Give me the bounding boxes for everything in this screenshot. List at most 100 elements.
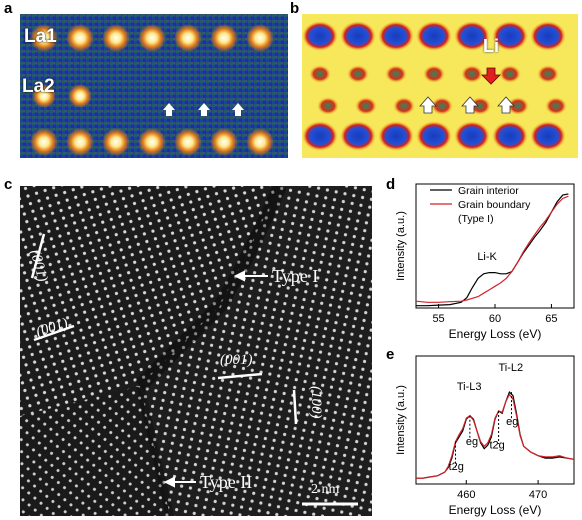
plane-label-center: (001) <box>220 352 253 368</box>
li-k-annotation: Li-K <box>477 251 497 263</box>
panel-a-arrows <box>163 103 244 116</box>
atom-blob <box>302 21 338 51</box>
atom-blob <box>416 121 452 151</box>
atom-spot <box>30 128 58 156</box>
atom-blob <box>378 121 414 151</box>
arrow-up-icon <box>419 96 437 114</box>
chart-e: 460 470 Energy Loss (eV) Intensity (a.u.) Ti… <box>395 355 575 517</box>
atom-blob <box>378 21 414 51</box>
atom-spot <box>174 24 202 52</box>
atom-blob <box>454 121 490 151</box>
x-tick-label: 60 <box>489 313 501 325</box>
plane-label-right: (100) <box>308 386 324 419</box>
arrow-up-icon <box>198 103 210 116</box>
arrow-left-icon <box>233 270 245 282</box>
atom-blob <box>355 97 377 115</box>
atom-blob <box>431 97 453 115</box>
atom-blob <box>454 21 490 51</box>
atom-spot <box>138 24 166 52</box>
atom-blob <box>416 21 452 51</box>
legend-entry: Grain interior <box>458 185 519 197</box>
panel-label-b: b <box>290 0 300 17</box>
atom-blob <box>393 97 415 115</box>
plot-frame <box>415 355 575 485</box>
panel-a-image: La1 La2 <box>20 14 288 158</box>
x-tick-label: 460 <box>457 489 475 501</box>
atom-blob <box>302 121 338 151</box>
series-line-1 <box>415 195 569 303</box>
ti-l3-annotation: Ti-L3 <box>457 381 482 393</box>
atom-blob <box>530 121 566 151</box>
atom-spot <box>32 84 56 108</box>
arrow-up-icon <box>497 96 515 114</box>
atom-spot <box>102 128 130 156</box>
site-label-li: Li <box>483 36 499 56</box>
arrow-up-icon <box>232 103 244 116</box>
atom-blob <box>507 97 529 115</box>
t2g-annotation-l3: t2g <box>449 461 464 473</box>
panel-c-svg <box>20 186 372 516</box>
panel-label-d: d <box>386 176 396 193</box>
arrow-up-icon <box>163 103 175 116</box>
atom-blob <box>461 65 483 83</box>
panel-a-svg <box>20 14 288 158</box>
eg-annotation-l3: eg <box>466 436 478 448</box>
x-tick-label: 55 <box>432 313 444 325</box>
atom-blob <box>347 65 369 83</box>
atom-blob <box>340 21 376 51</box>
atom-blob <box>499 65 521 83</box>
x-axis-label: Energy Loss (eV) <box>449 503 542 517</box>
plane-bar <box>217 372 263 380</box>
atom-spot <box>174 128 202 156</box>
legend-entry: (Type I) <box>458 213 494 225</box>
eg-annotation-l2: eg <box>506 416 518 428</box>
atom-spot <box>246 24 274 52</box>
atom-blob <box>537 65 559 83</box>
ti-l2-annotation: Ti-L2 <box>498 362 523 374</box>
atom-blob <box>545 97 567 115</box>
plane-bar <box>292 389 298 425</box>
x-tick-label: 65 <box>545 313 557 325</box>
panel-label-c: c <box>4 176 13 193</box>
type2-label: Type II <box>200 472 253 492</box>
type1-label: Type I <box>272 266 319 286</box>
atom-blob <box>492 21 528 51</box>
plane-bar <box>33 324 75 342</box>
atom-blob <box>340 121 376 151</box>
panel-b-svg <box>302 14 578 158</box>
t2g-annotation-l2: t2g <box>490 440 505 452</box>
arrow-down-icon <box>481 67 501 85</box>
plane-bar <box>30 233 46 279</box>
atom-spot <box>246 128 274 156</box>
panel-b-image: Li <box>302 14 578 158</box>
panel-b-arrows <box>419 67 515 114</box>
x-axis-label: Energy Loss (eV) <box>449 327 542 341</box>
atom-blob <box>423 65 445 83</box>
atom-spot <box>102 24 130 52</box>
legend-entry: Grain boundary <box>458 199 531 211</box>
y-axis-label: Intensity (a.u.) <box>395 211 407 281</box>
atom-spot <box>66 128 94 156</box>
scale-label: 2 nm <box>311 482 340 497</box>
atom-blob <box>530 21 566 51</box>
y-axis-label: Intensity (a.u.) <box>395 385 407 455</box>
x-tick-label: 470 <box>529 489 547 501</box>
arrow-up-icon <box>461 96 479 114</box>
series-line-0 <box>416 193 569 307</box>
site-label-la2: La2 <box>22 76 55 97</box>
atom-spot <box>138 128 166 156</box>
atom-spot <box>210 128 238 156</box>
atom-spot <box>210 24 238 52</box>
atom-spot <box>68 84 92 108</box>
panel-label-a: a <box>4 0 13 17</box>
atom-spot <box>66 24 94 52</box>
atom-blob <box>317 97 339 115</box>
series-line-0 <box>416 391 575 479</box>
atom-blob <box>309 65 331 83</box>
series-line-1 <box>416 393 575 479</box>
atom-blob <box>385 65 407 83</box>
arrow-left-icon <box>163 476 175 488</box>
atom-blob <box>492 121 528 151</box>
site-label-la1: La1 <box>24 26 57 47</box>
